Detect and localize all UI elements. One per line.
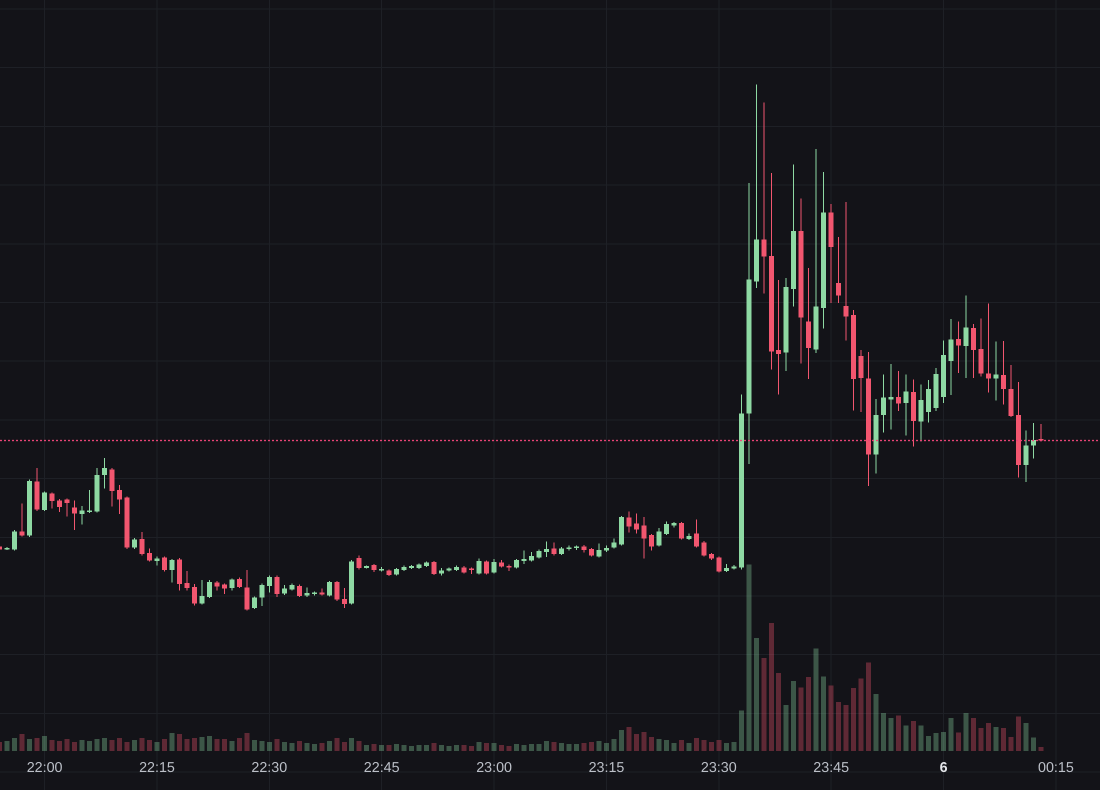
svg-text:23:45: 23:45 [813,760,849,776]
svg-text:22:45: 22:45 [364,760,400,776]
svg-text:23:00: 23:00 [476,760,512,776]
svg-text:22:00: 22:00 [27,760,63,776]
svg-text:23:30: 23:30 [701,760,737,776]
svg-text:22:15: 22:15 [139,760,175,776]
svg-text:22:30: 22:30 [251,760,287,776]
svg-text:23:15: 23:15 [589,760,625,776]
svg-text:00:15: 00:15 [1038,760,1074,776]
svg-text:6: 6 [940,760,948,776]
